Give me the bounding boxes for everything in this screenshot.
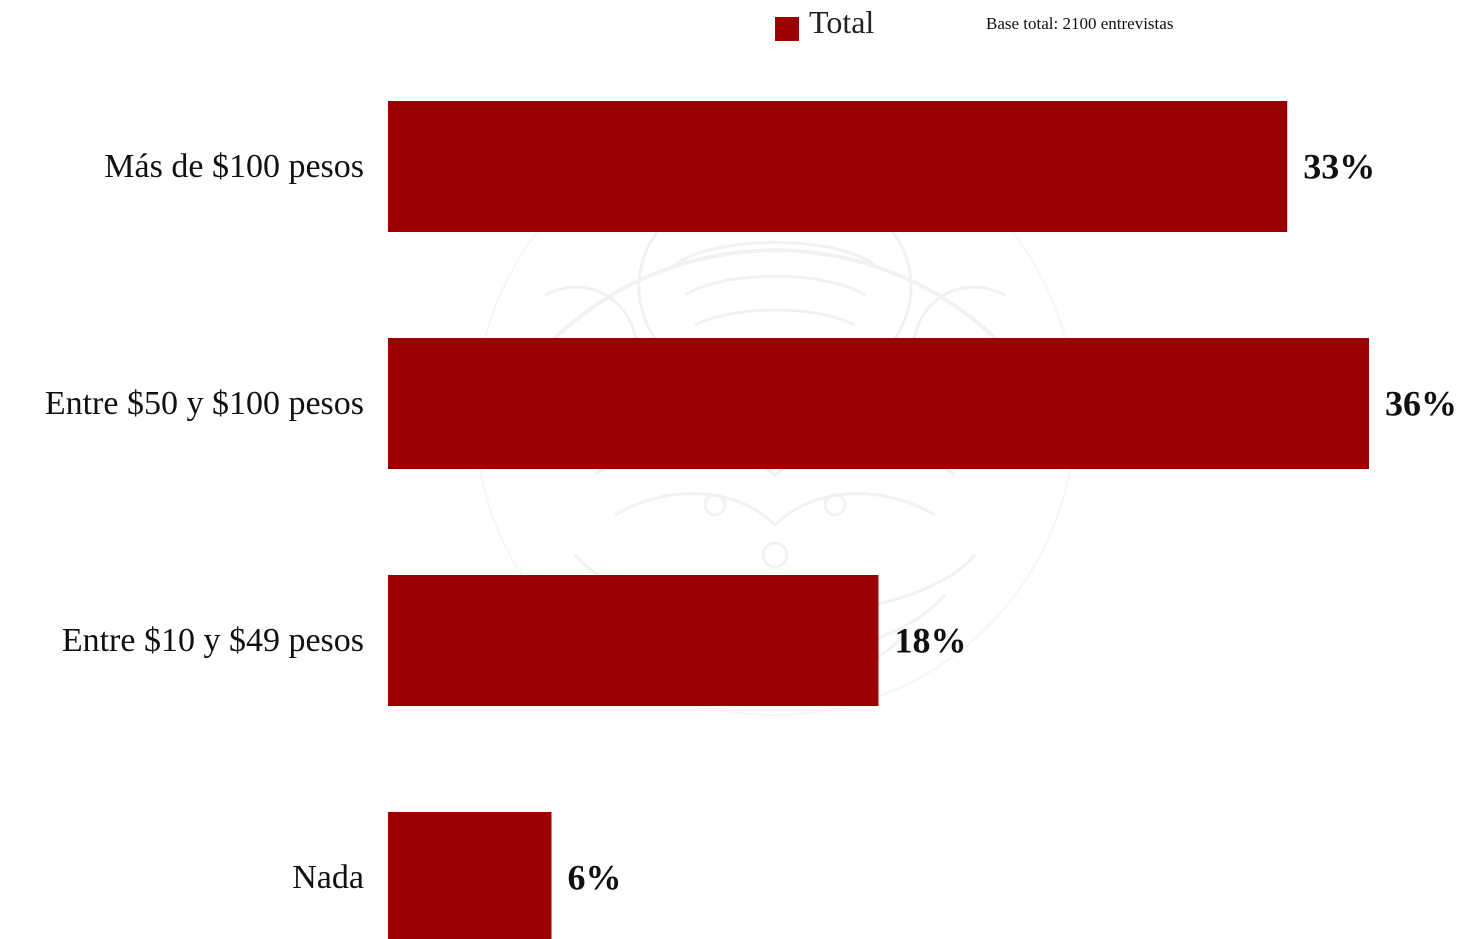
category-label: Entre $50 y $100 pesos [45, 385, 364, 422]
base-note: Base total: 2100 entrevistas [986, 14, 1174, 33]
legend-label: Total [809, 4, 875, 40]
bar [388, 812, 552, 939]
value-label: 18% [895, 621, 967, 661]
value-label: 6% [568, 858, 622, 898]
legend-swatch [775, 16, 799, 41]
bar [388, 101, 1288, 232]
category-label: Más de $100 pesos [104, 148, 364, 185]
bar [388, 575, 879, 706]
bar [388, 338, 1369, 469]
value-label: 36% [1385, 384, 1457, 424]
value-label: 33% [1303, 147, 1375, 187]
category-label: Entre $10 y $49 pesos [62, 622, 364, 659]
category-label: Nada [292, 859, 364, 896]
legend: Total [775, 4, 874, 41]
